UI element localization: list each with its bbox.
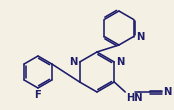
Text: F: F <box>35 90 41 100</box>
Text: N: N <box>69 57 78 67</box>
Text: N: N <box>136 31 144 41</box>
Text: N: N <box>116 57 125 67</box>
Text: N: N <box>163 87 172 97</box>
Text: HN: HN <box>126 93 143 103</box>
